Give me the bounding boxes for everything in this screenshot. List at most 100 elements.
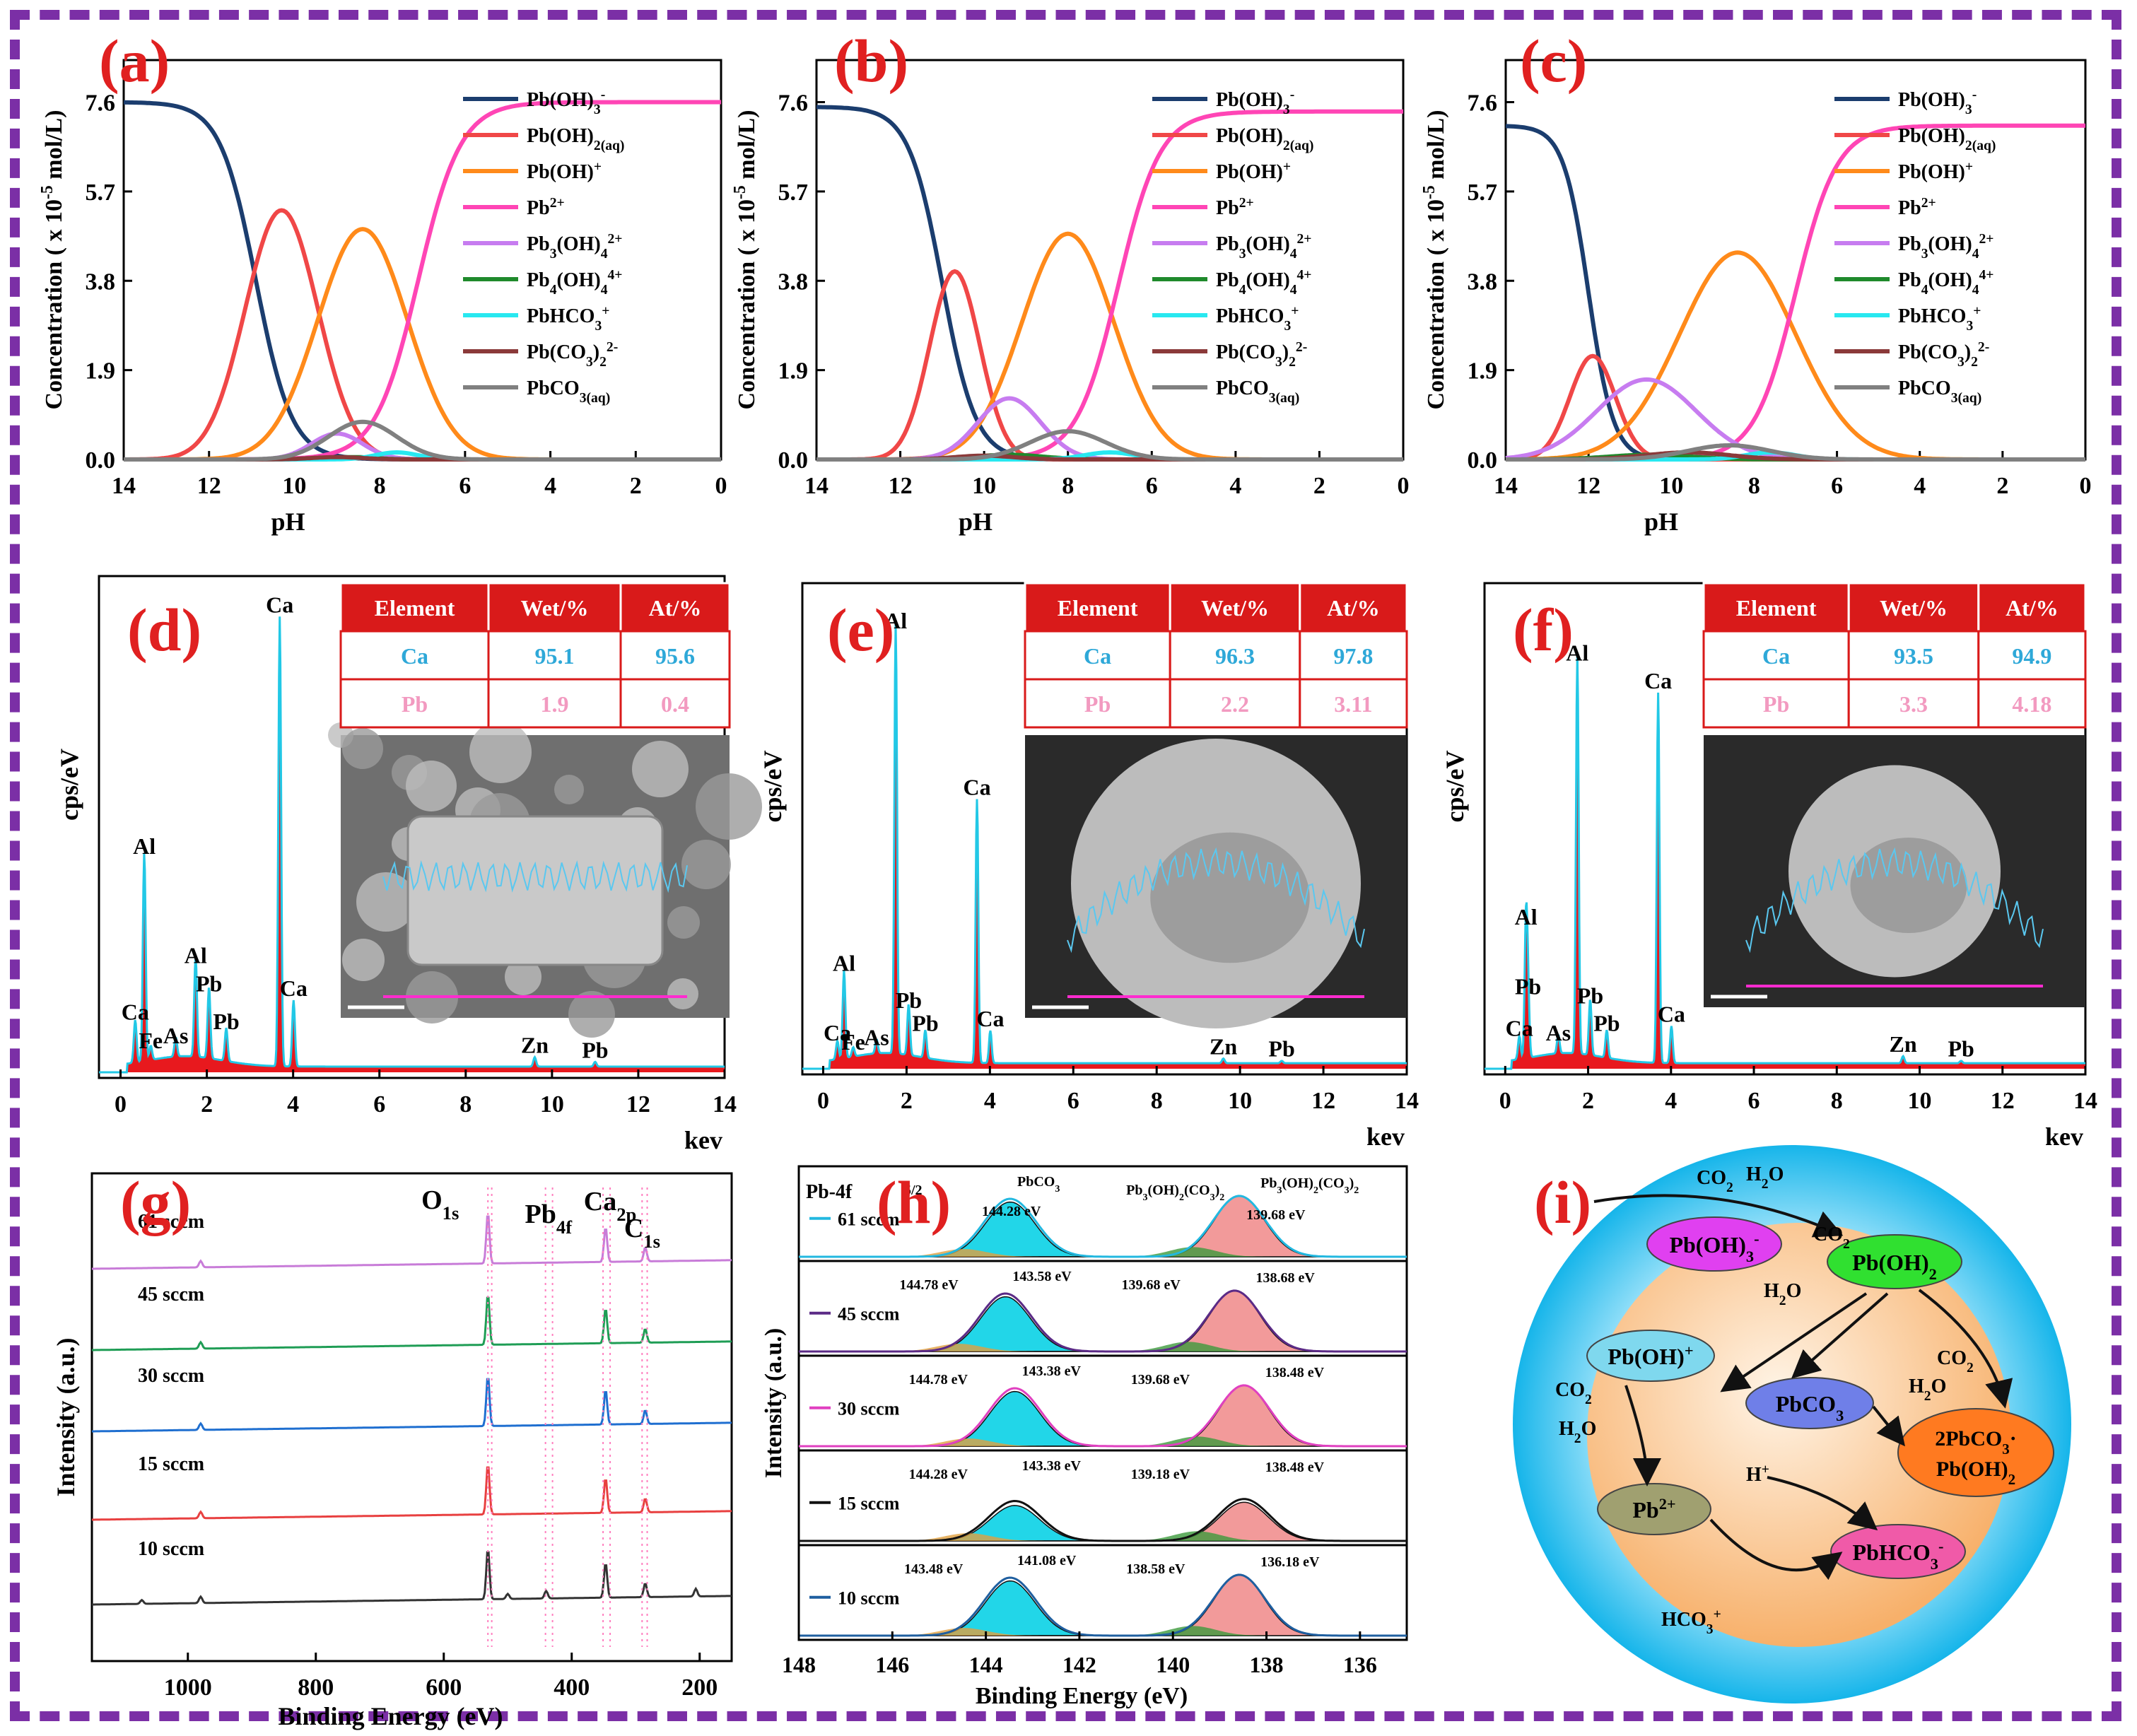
- table-header-wet: Wet/%: [1880, 595, 1948, 621]
- peak-label-ca: Ca: [964, 775, 991, 800]
- annotation-143-48-ev: 143.48 eV: [904, 1561, 964, 1577]
- y-axis-label: Intensity (a.u.): [761, 1328, 787, 1479]
- table-header-cell: [1169, 582, 1301, 633]
- x-tick-label: 600: [426, 1675, 462, 1701]
- table-value: 2.2: [1221, 691, 1249, 717]
- series-line-pb2: [1506, 123, 2085, 462]
- y-tick-label: 1.9: [1468, 358, 1498, 385]
- y-tick-label: 0.0: [778, 447, 809, 474]
- peak-label-pb: Pb: [1268, 1036, 1294, 1062]
- legend-label-pb-oh-2-aq: Pb(OH)2(aq): [1216, 125, 1313, 153]
- x-tick-label: 4: [1914, 473, 1926, 499]
- annotation-139-68-ev: 139.68 eV: [1122, 1277, 1181, 1293]
- panel-letter: (a): [99, 27, 170, 95]
- x-tick-label: 10: [1908, 1088, 1932, 1114]
- y-axis-label: Intensity (a.u.): [52, 1337, 80, 1496]
- table-value: 93.5: [1894, 643, 1933, 669]
- particle: [406, 761, 457, 811]
- line-scan-ca: [382, 860, 688, 893]
- table-cell: [1299, 630, 1408, 681]
- species-node: [1827, 1234, 1962, 1289]
- x-tick-label: 6: [1748, 1088, 1760, 1114]
- series-line-pb-oh-2-aq: [1506, 353, 2085, 462]
- annotation-pbco3: PbCO3: [1017, 1174, 1060, 1195]
- y-tick-label: 5.7: [1468, 180, 1498, 206]
- table-value: 94.9: [2012, 643, 2051, 669]
- peak-label-zn: Zn: [1210, 1033, 1237, 1059]
- y-tick-label: 7.6: [778, 90, 809, 117]
- table-value: 97.8: [1333, 643, 1373, 669]
- spectrum-line: [802, 623, 1407, 1070]
- series-label-30-sccm: 30 sccm: [138, 1365, 204, 1387]
- xps-pb4f-chart: 61 sccm 5/2 PbCO3 Pb3(OH)2(CO3)2 Pb3(OH)2(CO…: [761, 1165, 1408, 1709]
- table-cell: [1169, 630, 1301, 681]
- particle: [632, 741, 689, 797]
- x-tick-label: 0: [817, 1088, 829, 1114]
- x-tick-label: 800: [298, 1675, 334, 1701]
- y-tick-label: 3.8: [778, 269, 809, 295]
- y-tick-label: 7.6: [1468, 90, 1498, 117]
- sem-image: [1704, 735, 2085, 1007]
- peak-label-pb: Pb: [912, 1011, 938, 1036]
- y-axis-label: Concentration ( x 10-5 mol/L): [38, 110, 67, 409]
- table-cell: [339, 678, 490, 729]
- node-label-1: Pb(OH)2: [1852, 1250, 1937, 1283]
- peak-label-al: Al: [133, 833, 156, 859]
- series-line-pb2: [816, 109, 1403, 462]
- annotation-144-78-ev: 144.78 eV: [899, 1277, 959, 1293]
- annotation-143-38-ev: 143.38 eV: [1022, 1363, 1082, 1379]
- annotation-144-28-ev: 144.28 eV: [982, 1204, 1041, 1219]
- x-tick-label: 10: [972, 473, 996, 499]
- peak-label-ca: Ca: [122, 999, 149, 1025]
- y-axis-label: cps/eV: [759, 751, 787, 823]
- reaction-arrow: [1791, 1292, 1889, 1379]
- peak-label-ca: Ca: [266, 592, 293, 618]
- legend-label-pb2: Pb2+: [527, 196, 565, 220]
- reaction-arrow: [1624, 1385, 1661, 1486]
- plot-frame: [90, 1172, 733, 1662]
- x-tick-label: 12: [1311, 1088, 1335, 1114]
- peak-label-zn: Zn: [1889, 1031, 1916, 1057]
- panel-letter: (i): [1534, 1168, 1591, 1236]
- panel-letter: (e): [827, 596, 894, 664]
- composition-table: Element Wet/% At/% Ca 96.3 97.8 Pb 2.2 3.11: [1024, 582, 1408, 729]
- x-tick-label: 4: [544, 473, 556, 499]
- legend-label-pb2: Pb2+: [1216, 196, 1254, 220]
- node-label-2: Pb(OH)+: [1608, 1342, 1693, 1370]
- reagent-4: CO2: [1937, 1347, 1974, 1376]
- table-cell: [619, 678, 731, 729]
- table-header-wet: Wet/%: [1201, 595, 1269, 621]
- peak-fill-minor: [799, 1628, 1407, 1636]
- envelope-line: [799, 1195, 1407, 1258]
- particle: [356, 872, 416, 932]
- x-axis-label: kev: [1366, 1122, 1405, 1151]
- x-tick-label: 12: [197, 473, 221, 499]
- x-tick-label: 4: [287, 1091, 299, 1118]
- table-cell: [1847, 678, 1980, 729]
- panel-letter: (h): [877, 1168, 951, 1236]
- peak-label-pb: Pb: [582, 1037, 608, 1062]
- x-tick-label: 12: [626, 1091, 650, 1118]
- table-header-element: Element: [1058, 595, 1138, 621]
- annotation-138-48-ev: 138.48 eV: [1265, 1365, 1325, 1380]
- line-scan-ca: [1745, 847, 2044, 954]
- x-tick-label: 0: [715, 473, 727, 499]
- reaction-arrow: [1709, 1518, 1843, 1580]
- x-tick-label: 136: [1343, 1652, 1377, 1677]
- table-header-cell: [1299, 582, 1408, 633]
- legend-label-pbco3-aq: PbCO3(aq): [1216, 377, 1299, 406]
- x-axis-label: kev: [684, 1126, 722, 1154]
- peak-label-fe: Fe: [841, 1029, 865, 1055]
- species-node: [1830, 1524, 1966, 1579]
- legend-label-pb-oh-2-aq: Pb(OH)2(aq): [527, 125, 624, 153]
- x-axis-label: kev: [2045, 1122, 2083, 1151]
- x-axis-label: Binding Energy (eV): [278, 1702, 503, 1730]
- sem-image: [328, 721, 762, 1038]
- table-value: Ca: [401, 643, 428, 669]
- x-tick-label: 10: [282, 473, 306, 499]
- peak-label-as: As: [864, 1024, 889, 1050]
- node-label-5: PbHCO3-: [1853, 1537, 1944, 1573]
- x-tick-label: 0: [2080, 473, 2092, 499]
